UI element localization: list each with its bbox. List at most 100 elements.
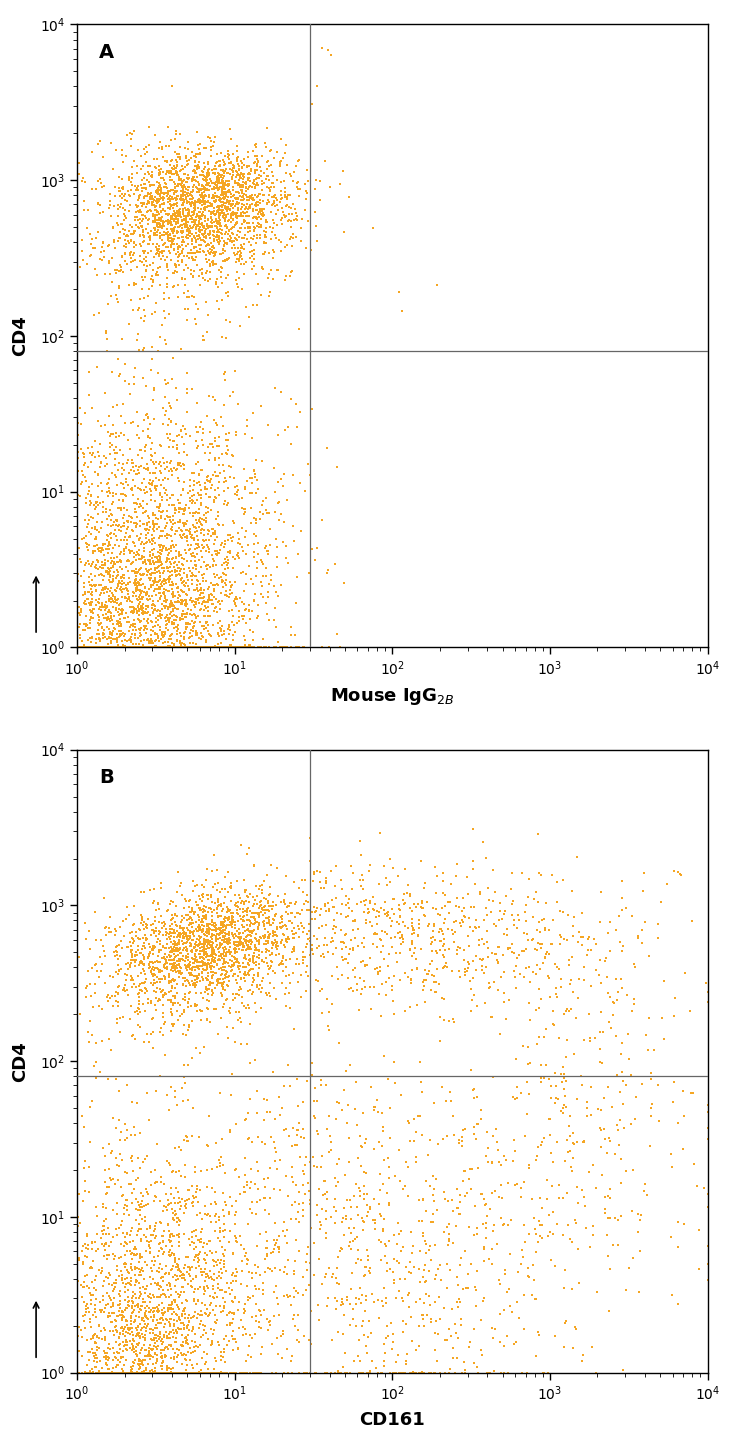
Point [209, 946, 221, 969]
Point [205, 970, 217, 993]
Point [189, 230, 201, 253]
Point [146, 302, 158, 325]
Point [205, 202, 217, 226]
Point [137, 338, 149, 362]
Point [242, 217, 254, 240]
Point [150, 620, 161, 643]
Point [147, 551, 159, 574]
Point [172, 285, 184, 308]
Point [196, 1291, 208, 1314]
Point [154, 162, 166, 185]
Point [145, 1338, 157, 1361]
Point [94, 597, 105, 620]
Point [156, 959, 168, 982]
Point [187, 1340, 199, 1364]
Point [205, 200, 217, 223]
Point [221, 930, 233, 953]
Point [185, 1274, 197, 1297]
Point [215, 201, 227, 224]
Point [105, 636, 116, 659]
Point [224, 1118, 236, 1141]
Point [71, 542, 83, 565]
Point [293, 917, 305, 940]
Point [219, 1291, 231, 1314]
Point [303, 453, 315, 476]
Point [122, 1194, 133, 1218]
Point [166, 205, 178, 228]
Point [243, 1261, 255, 1284]
Point [309, 1105, 321, 1128]
Point [85, 636, 97, 659]
Point [447, 1232, 459, 1255]
Point [194, 132, 206, 155]
Point [189, 195, 200, 218]
Point [299, 868, 311, 891]
Point [142, 455, 153, 479]
Point [168, 947, 180, 970]
Point [201, 1342, 213, 1365]
Point [168, 217, 180, 240]
Point [118, 625, 130, 648]
Point [505, 1294, 517, 1317]
Point [190, 169, 202, 192]
Point [184, 560, 195, 583]
Point [353, 1327, 365, 1351]
Point [100, 500, 112, 523]
Point [189, 198, 201, 221]
Point [226, 1361, 237, 1384]
Point [175, 241, 187, 265]
Point [71, 382, 83, 405]
Point [213, 226, 225, 249]
Point [137, 489, 149, 512]
Point [210, 1361, 222, 1384]
Point [168, 607, 180, 630]
Point [319, 1183, 331, 1206]
Point [133, 1002, 144, 1025]
Point [251, 158, 263, 181]
Point [287, 226, 299, 249]
Point [212, 1248, 224, 1271]
Point [252, 1160, 264, 1183]
Point [199, 189, 211, 213]
Point [234, 1291, 245, 1314]
Point [175, 636, 187, 659]
Point [172, 388, 184, 411]
Point [134, 1194, 146, 1218]
Point [239, 591, 251, 615]
Point [148, 959, 160, 982]
Point [178, 162, 190, 185]
Point [137, 230, 149, 253]
Point [104, 636, 116, 659]
Point [285, 165, 297, 188]
Point [122, 548, 134, 571]
Point [177, 185, 189, 208]
Point [258, 231, 270, 254]
Point [97, 1245, 109, 1268]
Point [406, 933, 418, 956]
Point [203, 917, 214, 940]
Point [131, 944, 143, 967]
Point [101, 628, 113, 651]
Point [154, 587, 166, 610]
Point [380, 1291, 392, 1314]
Point [150, 1132, 162, 1155]
Point [208, 227, 220, 250]
Point [486, 941, 498, 964]
Point [206, 924, 218, 947]
Point [139, 577, 150, 600]
Point [186, 200, 198, 223]
Point [270, 904, 282, 927]
Point [268, 146, 280, 169]
Point [332, 1245, 343, 1268]
Point [133, 589, 144, 612]
Point [469, 1275, 481, 1299]
Point [162, 597, 174, 620]
Point [71, 636, 83, 659]
Point [98, 1218, 110, 1241]
Point [71, 938, 83, 962]
Point [90, 1287, 102, 1310]
Point [88, 636, 99, 659]
Point [125, 1361, 137, 1384]
Point [218, 234, 230, 257]
Point [166, 548, 178, 571]
